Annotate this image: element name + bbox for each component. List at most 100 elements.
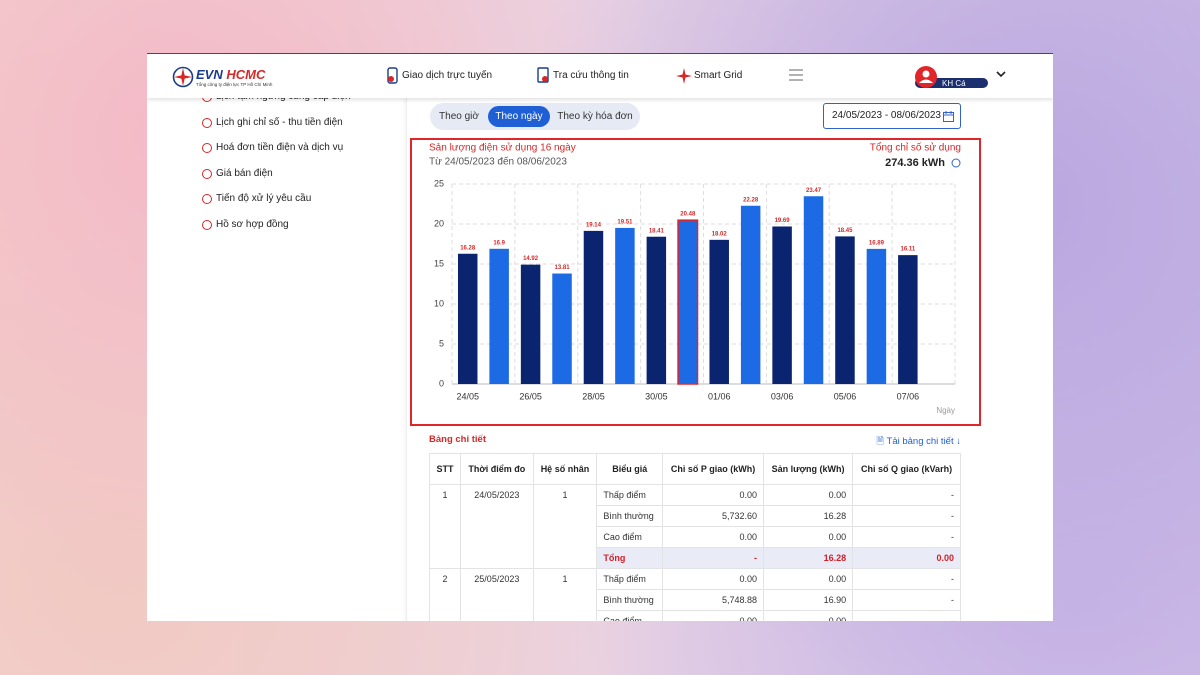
app-window: EVN HCMC Tổng công ty điện lực TP Hồ Chí… <box>147 53 1053 621</box>
bar <box>584 231 603 384</box>
nav-icon <box>537 67 551 85</box>
cell: - <box>853 611 961 622</box>
date-range[interactable]: 24/05/2023 - 08/06/2023 <box>832 110 941 121</box>
value-label: 18.45 <box>837 228 853 234</box>
menu-button[interactable] <box>789 69 803 81</box>
chart-subtitle: Từ 24/05/2023 đến 08/06/2023 <box>429 156 567 168</box>
menu-item[interactable]: Giá bán điện <box>216 168 273 179</box>
menu-item[interactable]: Tiến độ xử lý yêu cầu <box>216 193 311 204</box>
column-header: Thời điểm đo <box>461 454 533 485</box>
nav-link[interactable]: Giao dịch trực tuyến <box>402 70 492 81</box>
value-label: 19.14 <box>586 222 602 228</box>
cell: 0.00 <box>764 485 853 506</box>
total-label: Tổng chỉ số sử dụng <box>870 142 961 154</box>
chevron[interactable] <box>996 70 1006 78</box>
bar <box>489 249 508 384</box>
menu-item[interactable]: Hoá đơn tiền điện và dịch vụ <box>216 142 343 153</box>
tab[interactable]: Theo giờ <box>434 106 484 127</box>
value-label: 18.02 <box>712 231 728 237</box>
cell: 16.28 <box>764 506 853 527</box>
column-header: Sản lượng (kWh) <box>764 454 853 485</box>
cell: - <box>853 506 961 527</box>
chart: Sản lượng điện sử dụng 16 ngày Từ 24/05/… <box>412 140 979 424</box>
table-row: 124/05/20231Thấp điểm0.000.00- <box>430 485 961 506</box>
value-label: 18.41 <box>649 228 665 234</box>
value-label: 14.92 <box>523 256 539 262</box>
menu-bullet <box>202 169 212 179</box>
cell: Cao điểm <box>597 527 663 548</box>
cell: 0.00 <box>764 611 853 622</box>
column-header: Chỉ số Q giao (kVarh) <box>853 454 961 485</box>
download-text[interactable]: Tải bảng chi tiết <box>887 436 954 447</box>
cell: Thấp điểm <box>597 485 663 506</box>
x-tick-label: 28/05 <box>582 391 605 401</box>
x-tick-label: 03/06 <box>771 391 794 401</box>
menu-item[interactable]: Hồ sơ hợp đồng <box>216 219 289 230</box>
cell: 0.00 <box>663 527 764 548</box>
bar <box>898 255 917 384</box>
logo-tagline: Tổng công ty điện lực TP Hồ Chí Minh <box>196 82 272 87</box>
menu-bullet <box>202 220 212 230</box>
bar <box>867 249 886 384</box>
value-label: 16.28 <box>460 245 476 251</box>
table-title: Bảng chi tiết <box>429 434 486 445</box>
column-header: Biểu giá <box>597 454 663 485</box>
x-tick-label: 07/06 <box>897 391 920 401</box>
cell: 0.00 <box>764 569 853 590</box>
date-picker[interactable]: 24/05/2023 - 08/06/2023 <box>823 103 961 129</box>
column-header: Chỉ số P giao (kWh) <box>663 454 764 485</box>
detail-table: STTThời điểm đoHệ số nhânBiểu giáChỉ số … <box>429 453 961 621</box>
cell: 5,732.60 <box>663 506 764 527</box>
value-label: 16.9 <box>493 240 505 246</box>
bar <box>709 240 728 384</box>
bar <box>804 196 823 384</box>
cell-stt: 1 <box>430 485 461 569</box>
bar <box>647 237 666 384</box>
cell: - <box>663 548 764 569</box>
tab[interactable]: Theo kỳ hóa đơn <box>550 106 640 127</box>
avatar[interactable] <box>914 65 938 89</box>
value-label: 22.28 <box>743 197 759 203</box>
cell-date: 24/05/2023 <box>461 485 533 569</box>
calendar-icon <box>943 111 954 122</box>
x-tick-label: 01/06 <box>708 391 731 401</box>
menu-bullet <box>202 118 212 128</box>
cell: 0.00 <box>764 527 853 548</box>
bar <box>772 226 791 384</box>
nav-link[interactable]: Smart Grid <box>694 70 742 81</box>
logo-icon <box>172 66 194 88</box>
nav-link[interactable]: Tra cứu thông tin <box>553 70 629 81</box>
info-icon[interactable] <box>952 159 960 167</box>
menu-item[interactable]: Lịch ghi chỉ số - thu tiền điện <box>216 117 343 128</box>
y-tick-label: 15 <box>434 258 444 268</box>
tab[interactable]: Theo ngày <box>488 106 550 127</box>
cell: Cao điểm <box>597 611 663 622</box>
y-tick-label: 10 <box>434 298 444 308</box>
cell: 16.90 <box>764 590 853 611</box>
header: EVN HCMC Tổng công ty điện lực TP Hồ Chí… <box>147 54 1053 98</box>
cell-stt: 2 <box>430 569 461 622</box>
bar <box>615 228 634 384</box>
bar <box>521 265 540 384</box>
value-label: 23.47 <box>806 188 822 194</box>
bar <box>552 274 571 384</box>
bar <box>678 220 697 384</box>
cell: Tổng <box>597 548 663 569</box>
value-label: 19.51 <box>617 219 633 225</box>
view-tabs: Theo giờTheo ngàyTheo kỳ hóa đơn <box>430 103 640 130</box>
cell: 0.00 <box>663 611 764 622</box>
cell-factor: 1 <box>533 485 597 569</box>
bar <box>741 206 760 384</box>
y-tick-label: 0 <box>439 378 444 388</box>
value-label: 16.89 <box>869 240 885 246</box>
table-row: 225/05/20231Thấp điểm0.000.00- <box>430 569 961 590</box>
download-link[interactable]: 🗎 Tải bảng chi tiết ↓ <box>876 434 961 450</box>
x-tick-label: 30/05 <box>645 391 668 401</box>
cell: - <box>853 590 961 611</box>
x-tick-label: 05/06 <box>834 391 857 401</box>
user-name[interactable]: KH Cá <box>942 79 966 88</box>
cell: 16.28 <box>764 548 853 569</box>
cell: 0.00 <box>663 485 764 506</box>
